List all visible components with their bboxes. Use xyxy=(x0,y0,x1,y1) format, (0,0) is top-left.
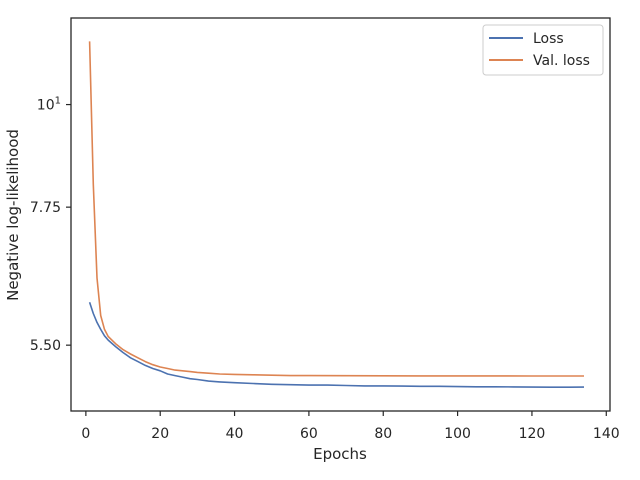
x-tick-label: 100 xyxy=(444,426,471,442)
x-tick-label: 60 xyxy=(300,426,318,442)
y-axis-label: Negative log-likelihood xyxy=(4,129,22,301)
legend-label-loss: Loss xyxy=(533,31,564,47)
y-tick-label: 101 xyxy=(37,96,61,114)
x-tick-label: 140 xyxy=(593,426,620,442)
x-tick-label: 80 xyxy=(374,426,392,442)
y-tick-label: 7.75 xyxy=(30,200,61,216)
series-line-1 xyxy=(88,41,584,377)
x-tick-label: 0 xyxy=(81,426,90,442)
x-axis-label: Epochs xyxy=(313,445,367,463)
y-axis-ticks: 101 7.75 5.50 xyxy=(30,96,71,354)
x-tick-label: 20 xyxy=(151,426,169,442)
series-layer xyxy=(88,41,585,389)
y-tick-label: 5.50 xyxy=(30,338,61,354)
legend: Loss Val. loss xyxy=(482,24,604,76)
x-tick-label: 120 xyxy=(519,426,546,442)
series-line-0 xyxy=(88,301,585,389)
legend-label-val-loss: Val. loss xyxy=(533,53,590,69)
x-tick-label: 40 xyxy=(226,426,244,442)
plot-frame xyxy=(70,17,611,412)
x-axis-ticks: 0 20 40 60 80 100 120 140 xyxy=(81,411,620,442)
